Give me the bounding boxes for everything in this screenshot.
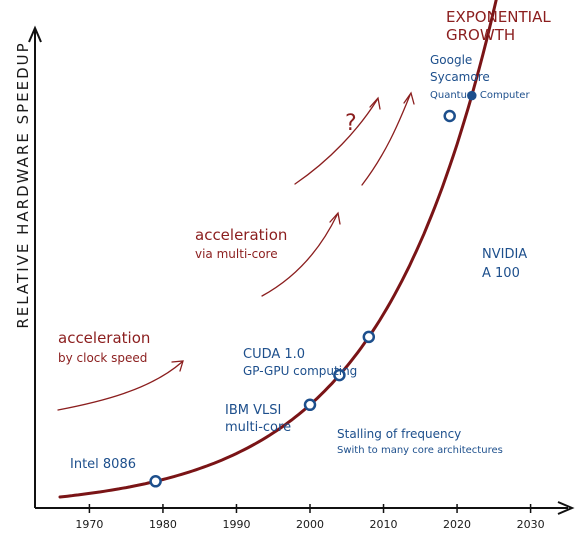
x-tick-label: 1970 xyxy=(75,518,103,531)
x-tick-label: 2030 xyxy=(517,518,545,531)
label-intel-8086: Intel 8086 xyxy=(70,457,136,472)
curve-label-line-1: EXPONENTIAL xyxy=(446,8,551,26)
label-ibm-vlsi-2: multi-core xyxy=(225,420,291,435)
arrow-clock-speed-head xyxy=(171,360,184,372)
arrow-future-2 xyxy=(361,94,411,186)
label-google-1: Google xyxy=(430,53,472,67)
milestone-point xyxy=(149,475,162,488)
x-axis-arrow xyxy=(557,501,575,515)
label-google-2: Sycamore xyxy=(430,70,490,84)
label-cuda-1: CUDA 1.0 xyxy=(243,347,305,362)
arrow-multi-core xyxy=(261,214,338,297)
label-stalling-1: Stalling of frequency xyxy=(337,427,461,441)
growth-curve xyxy=(58,8,496,499)
curve-label-line-2: GROWTH xyxy=(446,26,515,44)
x-tick-label: 2020 xyxy=(443,518,471,531)
phase-multi-core-1: acceleration xyxy=(195,226,287,244)
x-tick-label: 2010 xyxy=(370,518,398,531)
phase-clock-speed-1: acceleration xyxy=(58,329,150,347)
label-nvidia-1: NVIDIA xyxy=(482,247,527,262)
x-ticks: 1970 1980 1990 2000 2010 2020 2030 xyxy=(75,504,545,531)
milestone-point xyxy=(303,398,317,412)
phase-unknown: ? xyxy=(345,111,357,136)
y-axis-label: RELATIVE HARDWARE SPEEDUP xyxy=(14,41,32,328)
label-stalling-2: Swith to many core architectures xyxy=(337,445,503,456)
milestone-point xyxy=(333,368,346,382)
label-google-3: Quantum Computer xyxy=(430,90,530,101)
arrow-future-1 xyxy=(294,99,378,185)
milestone-point xyxy=(443,109,456,123)
y-axis-arrow xyxy=(28,25,42,43)
milestone-point xyxy=(362,330,376,344)
x-tick-label: 1990 xyxy=(222,518,250,531)
milestone-point xyxy=(467,90,477,101)
phase-clock-speed-2: by clock speed xyxy=(58,351,147,365)
arrow-multi-core-head xyxy=(329,211,341,225)
label-cuda-2: GP-GPU computing xyxy=(243,364,357,378)
x-tick-label: 2000 xyxy=(296,518,324,531)
label-nvidia-2: A 100 xyxy=(482,266,520,281)
x-tick-label: 1980 xyxy=(149,518,177,531)
phase-arrows xyxy=(57,91,415,411)
milestone-points xyxy=(149,90,477,488)
arrow-future-1-head xyxy=(369,96,381,110)
phase-multi-core-2: via multi-core xyxy=(195,247,278,261)
arrow-future-2-head xyxy=(403,91,415,105)
label-ibm-vlsi-1: IBM VLSI xyxy=(225,403,281,418)
arrow-clock-speed xyxy=(57,361,183,411)
